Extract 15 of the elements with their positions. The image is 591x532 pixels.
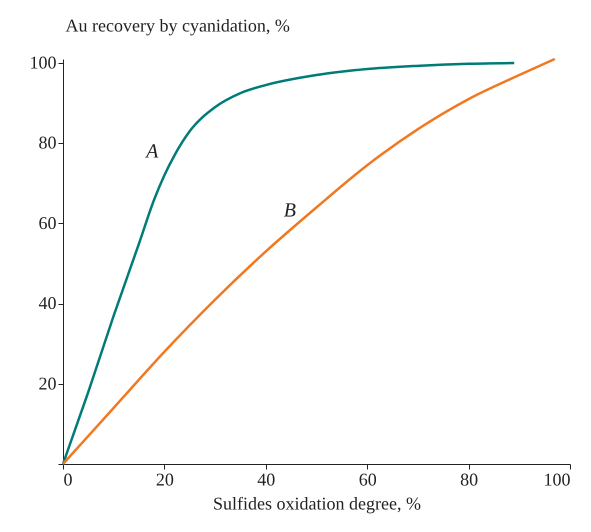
series-label: B — [284, 199, 296, 222]
x-tick-label: 40 — [257, 470, 276, 490]
y-tick-label: 100 — [30, 52, 56, 73]
x-tick-label: 60 — [358, 470, 377, 490]
y-tick-label: 80 — [38, 132, 56, 153]
y-tick-label: 60 — [38, 212, 56, 233]
y-tick-label: 40 — [38, 293, 56, 314]
x-tick-label: 80 — [460, 470, 478, 490]
y-tick-label: 20 — [38, 373, 56, 394]
y-axis-title: Au recovery by cyanidation, % — [66, 16, 290, 36]
x-tick-label: 20 — [156, 470, 174, 490]
series-label: A — [144, 140, 160, 162]
x-tick-label: 100 — [544, 470, 570, 490]
x-axis-title: Sulfides oxidation degree, % — [213, 494, 421, 514]
x-tick-label: 0 — [64, 470, 72, 490]
